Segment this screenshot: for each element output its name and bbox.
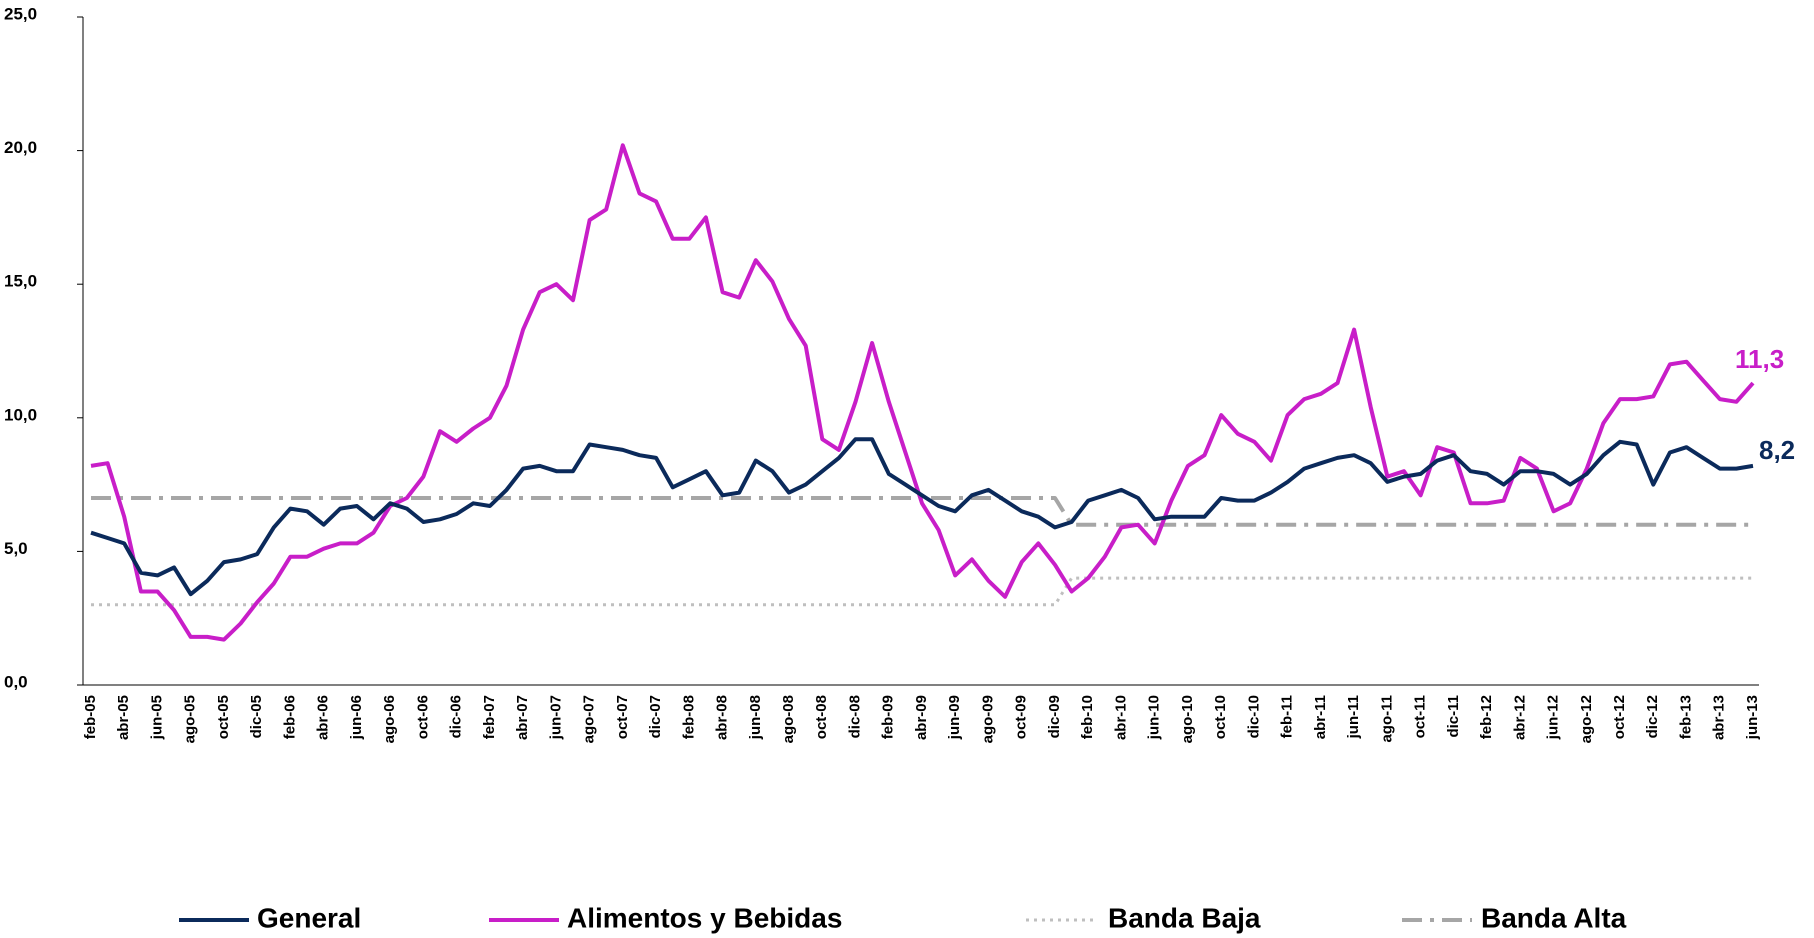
x-tick-label: abr-10 (1112, 695, 1129, 740)
data-label: 11,3 (1735, 344, 1784, 374)
x-tick-label: abr-07 (514, 695, 531, 740)
x-tick-label: jun-12 (1545, 695, 1562, 740)
x-tick-label: feb-07 (481, 695, 498, 739)
series-line (90, 143, 1755, 642)
x-tick-label: abr-11 (1312, 695, 1329, 739)
x-tick-label: abr-09 (913, 695, 930, 740)
x-tick-label: jun-05 (148, 695, 165, 740)
x-tick-label: abr-13 (1711, 695, 1728, 740)
y-tick-label: 15,0 (4, 272, 37, 291)
x-tick-label: dic-06 (448, 695, 465, 738)
x-tick-label: feb-06 (281, 695, 298, 739)
x-tick-label: ago-11 (1378, 695, 1395, 743)
x-tick-label: feb-05 (82, 695, 99, 739)
x-tick-label: dic-10 (1245, 695, 1262, 738)
legend-label: Banda Baja (1108, 902, 1261, 933)
x-tick-label: ago-10 (1179, 695, 1196, 743)
x-tick-label: jun-08 (747, 695, 764, 740)
x-tick-label: oct-09 (1013, 695, 1030, 739)
x-tick-label: ago-08 (780, 695, 797, 743)
x-tick-label: jun-10 (1146, 695, 1163, 740)
x-tick-label: dic-09 (1046, 695, 1063, 738)
x-tick-label: jun-13 (1744, 695, 1761, 740)
x-tick-label: feb-09 (880, 695, 897, 739)
x-tick-label: ago-07 (581, 695, 598, 743)
x-tick-label: oct-11 (1412, 695, 1429, 738)
y-tick-label: 0,0 (4, 672, 28, 691)
x-tick-label: oct-07 (614, 695, 631, 739)
x-tick-label: abr-08 (714, 695, 731, 740)
x-tick-label: dic-08 (846, 695, 863, 738)
legend-label: Banda Alta (1481, 902, 1627, 933)
x-tick-label: jun-11 (1345, 695, 1362, 739)
x-tick-label: abr-06 (315, 695, 332, 740)
y-tick-label: 25,0 (4, 4, 37, 23)
legend-label: General (257, 902, 361, 933)
x-tick-label: ago-09 (979, 695, 996, 743)
x-tick-label: oct-08 (813, 695, 830, 739)
x-tick-label: oct-06 (414, 695, 431, 739)
x-tick-label: ago-06 (381, 695, 398, 743)
x-tick-label: feb-13 (1677, 695, 1694, 739)
x-tick-label: jun-09 (946, 695, 963, 740)
x-tick-label: dic-11 (1445, 695, 1462, 738)
x-tick-label: abr-05 (115, 695, 132, 740)
x-tick-label: feb-08 (680, 695, 697, 739)
x-tick-label: oct-12 (1611, 695, 1628, 739)
legend-label: Alimentos y Bebidas (567, 902, 842, 933)
x-tick-label: abr-12 (1511, 695, 1528, 740)
x-tick-label: ago-12 (1578, 695, 1595, 743)
y-tick-label: 20,0 (4, 138, 37, 157)
x-tick-label: feb-11 (1279, 695, 1296, 738)
x-tick-label: dic-07 (647, 695, 664, 738)
x-tick-label: ago-05 (182, 695, 199, 743)
x-tick-label: feb-10 (1079, 695, 1096, 739)
x-tick-label: dic-12 (1644, 695, 1661, 738)
x-tick-label: feb-12 (1478, 695, 1495, 739)
x-tick-label: jun-07 (547, 695, 564, 740)
y-tick-label: 5,0 (4, 539, 28, 558)
series-line (90, 437, 1754, 597)
x-tick-label: dic-05 (248, 695, 265, 738)
data-label: 8,2 (1759, 435, 1795, 465)
y-tick-label: 10,0 (4, 405, 37, 424)
x-tick-label: jun-06 (348, 695, 365, 740)
x-tick-label: oct-10 (1212, 695, 1229, 739)
x-tick-label: oct-05 (215, 695, 232, 739)
series-line (91, 576, 1753, 607)
